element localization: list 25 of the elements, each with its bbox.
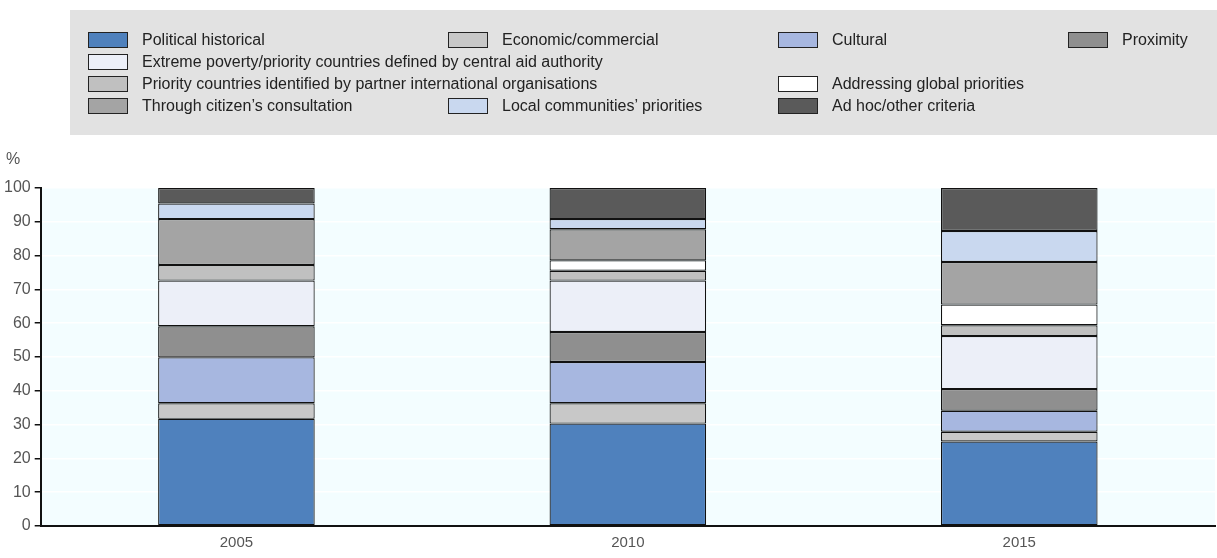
legend-label: Economic/commercial bbox=[502, 30, 659, 49]
y-tick-label: 0 bbox=[21, 516, 31, 534]
legend-label: Cultural bbox=[832, 30, 888, 49]
x-tick-label: 2005 bbox=[219, 533, 254, 551]
y-tick-label: 50 bbox=[12, 347, 31, 365]
y-axis-title: % bbox=[6, 150, 21, 167]
legend-label: Priority countries identified by partner international organisations bbox=[142, 74, 598, 93]
y-tick-label: 20 bbox=[12, 448, 31, 466]
x-tick-label: 2010 bbox=[611, 533, 645, 551]
y-tick-label: 90 bbox=[12, 212, 31, 230]
x-tick-label: 2015 bbox=[1002, 533, 1036, 551]
y-tick-label: 40 bbox=[12, 381, 31, 399]
legend-label: Local communities’ priorities bbox=[502, 96, 703, 115]
y-tick-label: 100 bbox=[3, 178, 31, 196]
y-tick-label: 60 bbox=[12, 313, 31, 331]
legend-label: Ad hoc/other criteria bbox=[832, 96, 976, 115]
legend-label: Political historical bbox=[142, 30, 265, 49]
legend-label: Extreme poverty/priority countries defined by central aid authority bbox=[142, 52, 603, 71]
y-tick-label: 70 bbox=[12, 279, 31, 297]
legend-label: Through citizen’s consultation bbox=[142, 96, 353, 115]
y-tick-label: 80 bbox=[12, 246, 31, 264]
y-tick-label: 10 bbox=[12, 482, 31, 500]
legend-label: Addressing global priorities bbox=[832, 74, 1025, 93]
legend-label: Proximity bbox=[1122, 30, 1188, 49]
y-tick-label: 30 bbox=[12, 415, 31, 433]
